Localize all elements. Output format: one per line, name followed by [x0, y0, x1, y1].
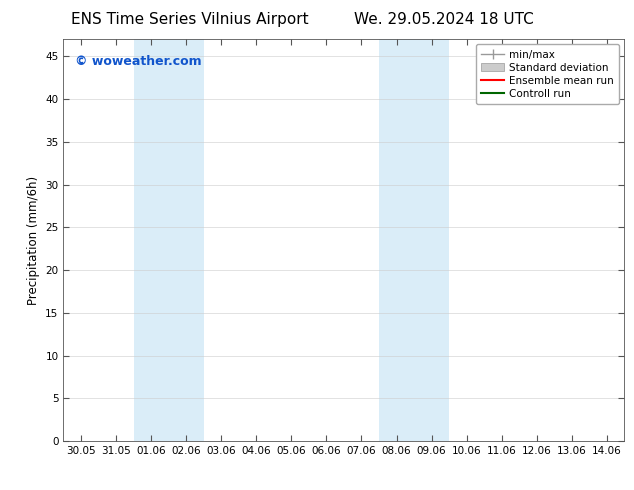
Bar — [379, 39, 449, 441]
Text: ENS Time Series Vilnius Airport: ENS Time Series Vilnius Airport — [72, 12, 309, 27]
Text: © woweather.com: © woweather.com — [75, 55, 201, 68]
Y-axis label: Precipitation (mm/6h): Precipitation (mm/6h) — [27, 175, 40, 305]
Bar — [134, 39, 204, 441]
Legend: min/max, Standard deviation, Ensemble mean run, Controll run: min/max, Standard deviation, Ensemble me… — [476, 45, 619, 104]
Text: We. 29.05.2024 18 UTC: We. 29.05.2024 18 UTC — [354, 12, 534, 27]
